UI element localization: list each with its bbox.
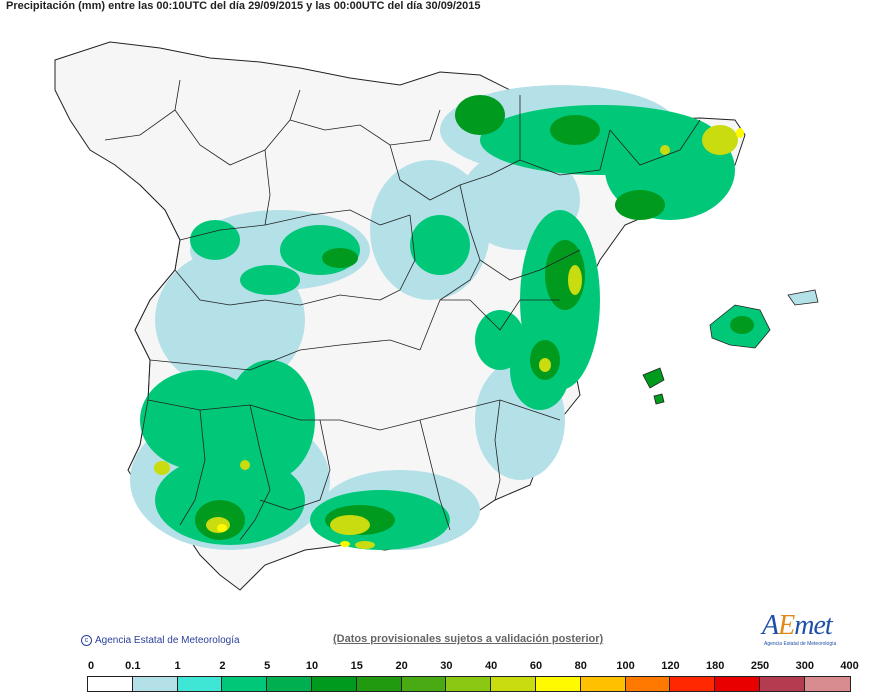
legend-tick-label: 0: [88, 660, 95, 672]
legend-swatch: [580, 677, 626, 691]
legend-swatch: [446, 677, 492, 691]
legend-swatch: [311, 677, 357, 691]
legend-tick-label: 40: [485, 660, 498, 672]
legend-tick-label: 30: [440, 660, 453, 672]
precip-zone-max: [217, 128, 744, 547]
legend-swatch: [715, 677, 760, 691]
legend-tick-labels: 0 0.1 1 2 5 10 15 20 30 40 60 80 100 120 180 250 300 400: [0, 660, 870, 674]
logo-subtitle: Agencia Estatal de Meteorología: [764, 641, 837, 647]
legend-swatch: [491, 677, 536, 691]
legend-tick-label: 10: [305, 660, 319, 672]
logo-letters-met: met: [794, 610, 832, 641]
legend-swatch: [88, 677, 133, 691]
legend-tick-label: 1: [174, 660, 181, 672]
legend-color-bar: [87, 676, 851, 692]
legend-tick-label: 2: [219, 660, 226, 672]
logo-letter-a: A: [762, 610, 779, 641]
formentera-island: [653, 393, 665, 405]
legend-swatch: [401, 677, 447, 691]
legend-tick-label: 100: [616, 660, 635, 672]
legend-tick-label: 400: [840, 660, 859, 672]
logo-letter-e: E: [778, 610, 795, 641]
legend-tick-label: 80: [574, 660, 587, 672]
map-title: Precipitación (mm) entre las 00:10UTC de…: [6, 0, 481, 12]
legend-tick-label: 120: [661, 660, 680, 672]
precip-zone-peaks: [154, 125, 738, 549]
legend-tick-label: 300: [795, 660, 814, 672]
legend-tick-label: 15: [350, 660, 363, 672]
legend-swatch: [804, 677, 850, 691]
ibiza-island: [642, 367, 665, 389]
credit-text: Agencia Estatal de Meteorología: [95, 635, 240, 647]
legend-swatch: [535, 677, 581, 691]
copyright-icon: c: [81, 635, 92, 646]
legend-swatch: [222, 677, 268, 691]
legend-tick-label: 60: [529, 660, 543, 672]
mallorca-core: [730, 316, 754, 334]
legend-tick-label: 180: [706, 660, 725, 672]
province-borders: [104, 79, 701, 541]
legend-swatch: [132, 677, 178, 691]
legend-swatch: [759, 677, 805, 691]
legend-tick-label: 250: [750, 660, 770, 672]
legend-swatch: [670, 677, 716, 691]
legend-swatch: [267, 677, 312, 691]
legend-swatch: [177, 677, 223, 691]
precipitation-map: [54, 41, 819, 591]
agency-credit: c Agencia Estatal de Meteorología: [81, 635, 240, 646]
menorca-island: [787, 289, 819, 306]
portugal-border: [127, 184, 181, 471]
legend-swatch: [625, 677, 671, 691]
legend-swatch: [356, 677, 402, 691]
legend-tick-label: 20: [395, 660, 408, 672]
disclaimer-text: (Datos provisionales sujetos a validació…: [333, 633, 604, 645]
legend-tick-label: 5: [264, 660, 271, 672]
legend-tick-label: 0.1: [125, 660, 141, 672]
aemet-logo: AEmet Agencia Estatal de Meteorología: [758, 608, 850, 650]
